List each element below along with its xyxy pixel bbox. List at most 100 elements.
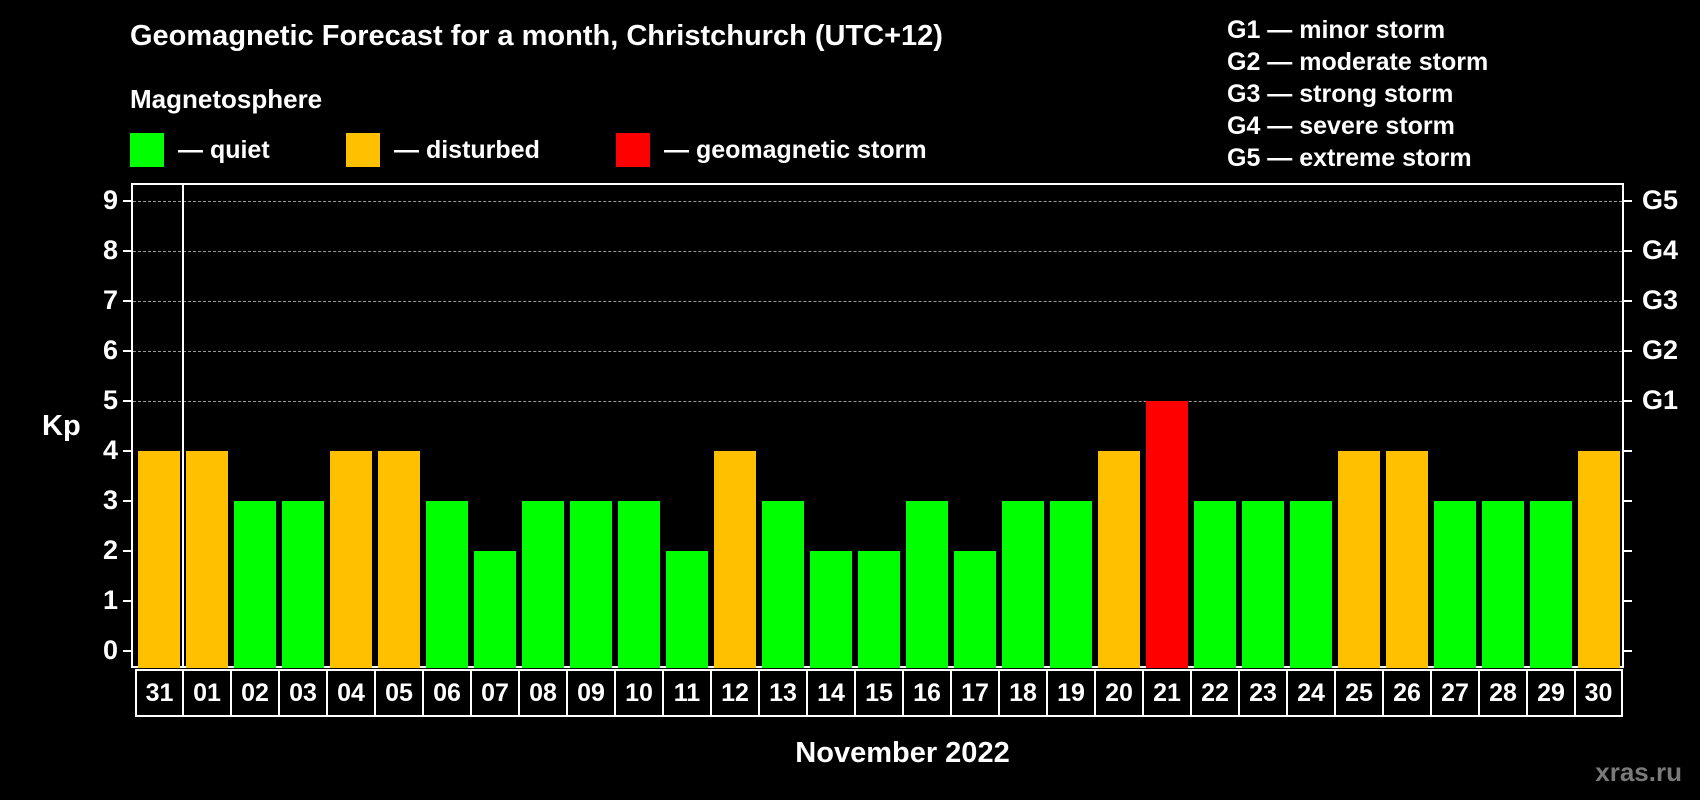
y-tick <box>123 300 131 302</box>
bar-02 <box>234 501 276 668</box>
bar-21 <box>1146 401 1188 668</box>
gridline <box>133 401 1622 402</box>
bar-12 <box>714 451 756 668</box>
chart-subtitle: Magnetosphere <box>130 84 323 114</box>
x-axis-label: November 2022 <box>795 737 1010 769</box>
storm-level-label: G4 <box>1642 235 1679 265</box>
legend-label: — disturbed <box>394 135 540 164</box>
right-tick <box>1624 250 1632 252</box>
date-cell: 27 <box>1431 669 1479 717</box>
y-tick <box>123 200 131 202</box>
date-cell: 30 <box>1575 669 1623 717</box>
gridline <box>133 351 1622 352</box>
bar-09 <box>570 501 612 668</box>
date-cell: 02 <box>231 669 279 717</box>
storm-level-label: G1 <box>1642 385 1679 415</box>
y-tick <box>123 350 131 352</box>
y-tick <box>123 400 131 402</box>
date-cell: 03 <box>279 669 327 717</box>
y-tick <box>123 550 131 552</box>
y-tick-label: 8 <box>102 235 118 265</box>
bar-15 <box>858 551 900 668</box>
storm-level-label: G5 <box>1642 185 1679 215</box>
date-cell: 01 <box>183 669 231 717</box>
bar-11 <box>666 551 708 668</box>
y-tick-label: 5 <box>102 385 118 415</box>
date-cell: 31 <box>135 669 183 717</box>
date-cell: 15 <box>855 669 903 717</box>
date-cell: 11 <box>663 669 711 717</box>
bar-24 <box>1290 501 1332 668</box>
bar-28 <box>1482 501 1524 668</box>
chart-title: Geomagnetic Forecast for a month, Christ… <box>130 20 943 52</box>
bar-29 <box>1530 501 1572 668</box>
bar-06 <box>426 501 468 668</box>
y-tick <box>123 600 131 602</box>
bar-14 <box>810 551 852 668</box>
y-axis-label: Kp <box>42 410 81 442</box>
bar-22 <box>1194 501 1236 668</box>
bar-13 <box>762 501 804 668</box>
watermark: xras.ru <box>1595 757 1682 787</box>
bar-26 <box>1386 451 1428 668</box>
date-cell: 18 <box>999 669 1047 717</box>
bar-23 <box>1242 501 1284 668</box>
y-tick <box>123 650 131 652</box>
date-cell: 28 <box>1479 669 1527 717</box>
bar-08 <box>522 501 564 668</box>
right-tick <box>1624 600 1632 602</box>
y-tick-label: 3 <box>102 485 118 515</box>
date-cell: 04 <box>327 669 375 717</box>
y-tick-label: 2 <box>102 535 118 565</box>
right-tick <box>1624 300 1632 302</box>
y-tick-label: 7 <box>102 285 118 315</box>
right-tick <box>1624 400 1632 402</box>
bar-04 <box>330 451 372 668</box>
date-cell: 14 <box>807 669 855 717</box>
y-tick <box>123 250 131 252</box>
legend-disturbed: — disturbed <box>346 133 540 167</box>
legend-swatch-storm <box>616 133 650 167</box>
storm-scale-g5: G5 — extreme storm <box>1227 144 1472 172</box>
bar-19 <box>1050 501 1092 668</box>
date-cell: 10 <box>615 669 663 717</box>
y-tick-label: 4 <box>102 435 118 465</box>
legend-storm: — geomagnetic storm <box>616 133 927 167</box>
bar-18 <box>1002 501 1044 668</box>
date-cell: 22 <box>1191 669 1239 717</box>
date-cell: 25 <box>1335 669 1383 717</box>
bar-03 <box>282 501 324 668</box>
right-tick <box>1624 550 1632 552</box>
bar-17 <box>954 551 996 668</box>
date-cell: 21 <box>1143 669 1191 717</box>
right-tick <box>1624 500 1632 502</box>
date-cell: 26 <box>1383 669 1431 717</box>
y-tick <box>123 450 131 452</box>
storm-level-label: G2 <box>1642 335 1679 365</box>
right-tick <box>1624 200 1632 202</box>
date-cell: 17 <box>951 669 999 717</box>
y-tick-label: 0 <box>102 635 118 665</box>
bar-16 <box>906 501 948 668</box>
storm-scale-g4: G4 — severe storm <box>1227 112 1455 140</box>
bar-10 <box>618 501 660 668</box>
bar-01 <box>186 451 228 668</box>
date-cell: 24 <box>1287 669 1335 717</box>
storm-level-label: G3 <box>1642 285 1679 315</box>
legend-swatch-disturbed <box>346 133 380 167</box>
y-tick <box>123 500 131 502</box>
bar-05 <box>378 451 420 668</box>
bar-27 <box>1434 501 1476 668</box>
right-tick <box>1624 350 1632 352</box>
date-cell: 05 <box>375 669 423 717</box>
right-tick <box>1624 450 1632 452</box>
date-cell: 29 <box>1527 669 1575 717</box>
gridline <box>133 301 1622 302</box>
month-separator <box>182 183 184 668</box>
storm-scale-g1: G1 — minor storm <box>1227 16 1446 44</box>
bar-07 <box>474 551 516 668</box>
gridline <box>133 251 1622 252</box>
bar-25 <box>1338 451 1380 668</box>
bar-31 <box>138 451 180 668</box>
legend-swatch-quiet <box>130 133 164 167</box>
